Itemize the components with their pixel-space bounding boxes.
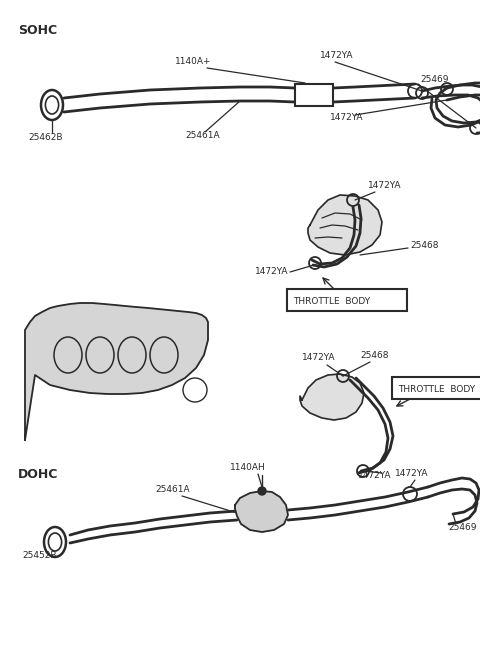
Text: 25469: 25469 bbox=[420, 76, 448, 85]
Text: 25461A: 25461A bbox=[155, 486, 190, 495]
Text: 1472YA: 1472YA bbox=[368, 181, 401, 189]
Polygon shape bbox=[235, 491, 288, 532]
Text: 1472YA: 1472YA bbox=[320, 51, 353, 60]
Polygon shape bbox=[308, 195, 382, 255]
Polygon shape bbox=[25, 303, 208, 440]
FancyBboxPatch shape bbox=[287, 289, 407, 311]
Text: 25468: 25468 bbox=[360, 350, 388, 359]
Text: 25468: 25468 bbox=[410, 240, 439, 250]
Text: 1472YA: 1472YA bbox=[302, 353, 336, 363]
FancyBboxPatch shape bbox=[295, 84, 333, 106]
Text: THROTTLE  BODY: THROTTLE BODY bbox=[293, 296, 370, 306]
Text: SOHC: SOHC bbox=[18, 24, 57, 37]
Text: 1140A+: 1140A+ bbox=[175, 58, 212, 66]
Text: DOHC: DOHC bbox=[18, 468, 59, 482]
Text: 1140AH: 1140AH bbox=[230, 463, 266, 472]
FancyBboxPatch shape bbox=[392, 377, 480, 399]
Text: 1472YA: 1472YA bbox=[330, 114, 363, 122]
Text: 25461A: 25461A bbox=[185, 131, 220, 139]
Polygon shape bbox=[300, 374, 364, 420]
Circle shape bbox=[258, 487, 266, 495]
Text: 1472YA: 1472YA bbox=[395, 468, 429, 478]
Text: 25452B: 25452B bbox=[22, 551, 57, 560]
Text: 25469: 25469 bbox=[448, 524, 477, 533]
Text: THROTTLE  BODY: THROTTLE BODY bbox=[398, 384, 475, 394]
Text: 1472YA: 1472YA bbox=[255, 267, 288, 277]
Text: 25462B: 25462B bbox=[28, 133, 62, 143]
Text: 1472YA: 1472YA bbox=[358, 472, 392, 480]
